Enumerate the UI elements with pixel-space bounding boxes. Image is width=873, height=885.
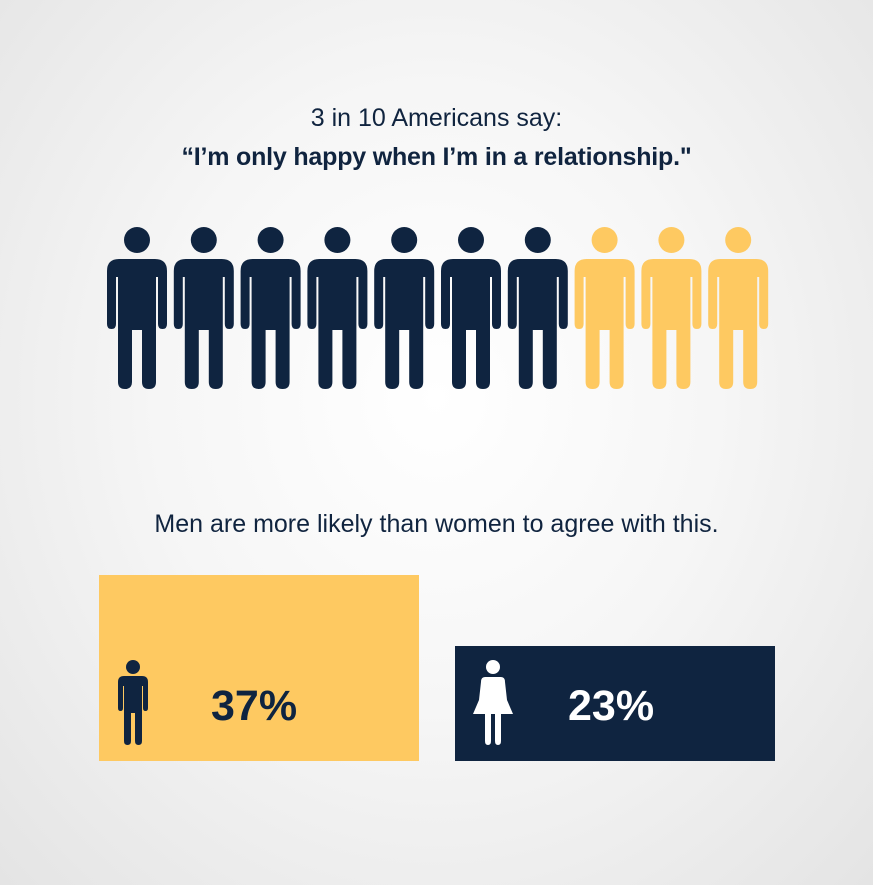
person-icon bbox=[240, 227, 301, 389]
person-icon bbox=[173, 227, 234, 389]
subheading: Men are more likely than women to agree … bbox=[154, 510, 719, 538]
person-icon bbox=[374, 227, 435, 389]
person-icon bbox=[507, 227, 568, 389]
bar-value-men: 37% bbox=[211, 682, 298, 730]
bar-value-women: 23% bbox=[568, 682, 655, 730]
female-icon bbox=[473, 660, 513, 745]
person-icon-highlighted bbox=[574, 227, 635, 389]
male-icon bbox=[118, 660, 148, 745]
person-icon-highlighted bbox=[708, 227, 769, 389]
bar-women: 23% bbox=[455, 646, 775, 761]
person-icon bbox=[441, 227, 501, 389]
person-icon bbox=[307, 227, 368, 389]
headline-quote: “I’m only happy when I’m in a relationsh… bbox=[181, 143, 692, 171]
bar-men: 37% bbox=[99, 575, 419, 761]
headline-intro: 3 in 10 Americans say: bbox=[310, 104, 563, 132]
person-icon-highlighted bbox=[641, 227, 702, 389]
person-icon-array bbox=[107, 227, 769, 389]
person-icon bbox=[107, 227, 167, 389]
